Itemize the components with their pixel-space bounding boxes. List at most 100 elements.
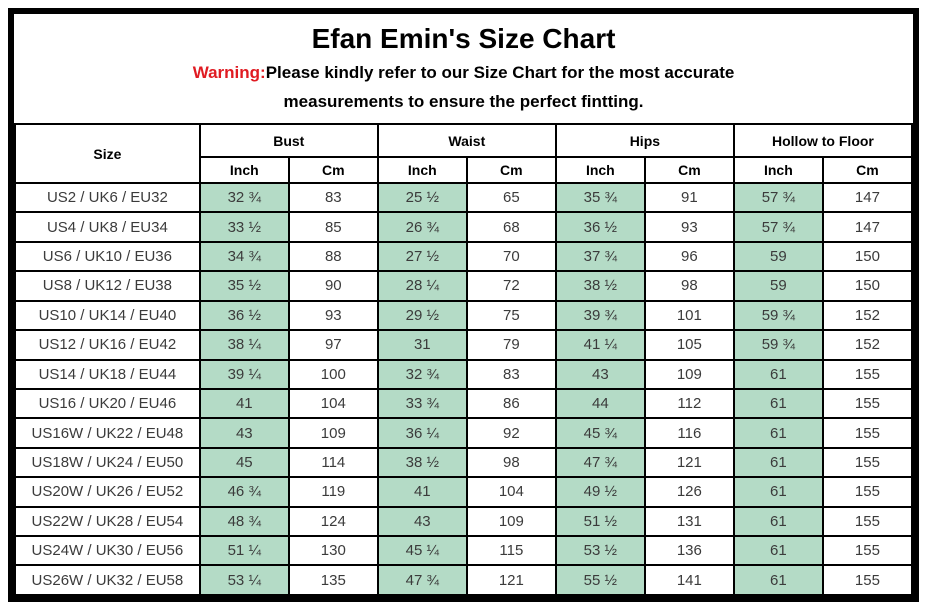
bust-inch-cell: 39 ¼	[198, 358, 290, 390]
bust-cm-cell: 88	[287, 240, 379, 273]
waist-cm-cell: 115	[465, 535, 557, 567]
hollow-inch-cell: 61	[732, 387, 824, 420]
waist-cm-cell: 70	[465, 240, 557, 273]
waist-cm-cell: 98	[465, 446, 557, 479]
unit-header-hips-cm: Cm	[643, 156, 735, 184]
bust-cm-cell: 85	[287, 211, 379, 243]
hollow-cm-cell: 155	[821, 358, 914, 390]
size-cell: US20W / UK26 / EU52	[14, 476, 201, 508]
bust-cm-cell: 124	[287, 505, 379, 538]
size-cell: US22W / UK28 / EU54	[14, 505, 201, 538]
unit-header-waist-inch: Inch	[376, 156, 468, 184]
hollow-cm-cell: 150	[821, 270, 914, 302]
hips-cm-cell: 93	[643, 211, 735, 243]
hollow-inch-cell: 59	[732, 240, 824, 273]
waist-inch-cell: 31	[376, 329, 468, 361]
bust-inch-cell: 36 ½	[198, 299, 290, 332]
bust-inch-cell: 48 ¾	[198, 505, 290, 538]
bust-cm-cell: 114	[287, 446, 379, 479]
hips-inch-cell: 38 ½	[554, 270, 646, 302]
size-cell: US2 / UK6 / EU32	[14, 181, 201, 214]
hips-cm-cell: 126	[643, 476, 735, 508]
hollow-cm-cell: 155	[821, 535, 914, 567]
hips-cm-cell: 136	[643, 535, 735, 567]
table-row: US16W / UK22 / EU48 43 109 36 ¼ 92 45 ¾ …	[14, 417, 914, 449]
waist-cm-cell: 79	[465, 329, 557, 361]
table-row: US12 / UK16 / EU42 38 ¼ 97 31 79 41 ¼ 10…	[14, 329, 914, 361]
size-cell: US14 / UK18 / EU44	[14, 358, 201, 390]
hips-inch-cell: 36 ½	[554, 211, 646, 243]
hips-inch-cell: 49 ½	[554, 476, 646, 508]
size-chart-table: Size Bust Waist Hips Hollow to Floor Inc…	[14, 123, 914, 596]
group-header-bust: Bust	[198, 123, 379, 158]
size-cell: US12 / UK16 / EU42	[14, 329, 201, 361]
table-row: US16 / UK20 / EU46 41 104 33 ¾ 86 44 112…	[14, 387, 914, 420]
hollow-cm-cell: 155	[821, 505, 914, 538]
bust-cm-cell: 104	[287, 387, 379, 420]
waist-cm-cell: 109	[465, 505, 557, 538]
waist-inch-cell: 28 ¼	[376, 270, 468, 302]
waist-cm-cell: 83	[465, 358, 557, 390]
bust-cm-cell: 90	[287, 270, 379, 302]
group-header-hips: Hips	[554, 123, 735, 158]
warning-label: Warning:	[192, 63, 266, 82]
size-cell: US26W / UK32 / EU58	[14, 564, 201, 596]
waist-cm-cell: 86	[465, 387, 557, 420]
waist-cm-cell: 75	[465, 299, 557, 332]
hips-inch-cell: 37 ¾	[554, 240, 646, 273]
waist-cm-cell: 72	[465, 270, 557, 302]
waist-inch-cell: 41	[376, 476, 468, 508]
bust-inch-cell: 38 ¼	[198, 329, 290, 361]
bust-cm-cell: 130	[287, 535, 379, 567]
unit-header-waist-cm: Cm	[465, 156, 557, 184]
waist-inch-cell: 25 ½	[376, 181, 468, 214]
hips-cm-cell: 98	[643, 270, 735, 302]
hips-inch-cell: 55 ½	[554, 564, 646, 596]
hips-cm-cell: 141	[643, 564, 735, 596]
hollow-inch-cell: 57 ¾	[732, 211, 824, 243]
waist-inch-cell: 27 ½	[376, 240, 468, 273]
hips-inch-cell: 39 ¾	[554, 299, 646, 332]
hollow-inch-cell: 61	[732, 358, 824, 390]
hollow-cm-cell: 152	[821, 299, 914, 332]
bust-cm-cell: 83	[287, 181, 379, 214]
waist-cm-cell: 68	[465, 211, 557, 243]
size-cell: US8 / UK12 / EU38	[14, 270, 201, 302]
hollow-inch-cell: 61	[732, 476, 824, 508]
group-header-waist: Waist	[376, 123, 557, 158]
bust-cm-cell: 135	[287, 564, 379, 596]
hollow-cm-cell: 155	[821, 564, 914, 596]
bust-cm-cell: 93	[287, 299, 379, 332]
table-row: US20W / UK26 / EU52 46 ¾ 119 41 104 49 ½…	[14, 476, 914, 508]
table-row: US18W / UK24 / EU50 45 114 38 ½ 98 47 ¾ …	[14, 446, 914, 479]
size-cell: US6 / UK10 / EU36	[14, 240, 201, 273]
hips-cm-cell: 105	[643, 329, 735, 361]
table-row: US6 / UK10 / EU36 34 ¾ 88 27 ½ 70 37 ¾ 9…	[14, 240, 914, 273]
unit-header-bust-inch: Inch	[198, 156, 290, 184]
table-row: US10 / UK14 / EU40 36 ½ 93 29 ½ 75 39 ¾ …	[14, 299, 914, 332]
hollow-inch-cell: 59 ¾	[732, 329, 824, 361]
hips-cm-cell: 96	[643, 240, 735, 273]
page-title: Efan Emin's Size Chart	[311, 23, 616, 54]
hips-cm-cell: 121	[643, 446, 735, 479]
waist-cm-cell: 121	[465, 564, 557, 596]
bust-inch-cell: 34 ¾	[198, 240, 290, 273]
waist-inch-cell: 26 ¾	[376, 211, 468, 243]
hollow-inch-cell: 61	[732, 535, 824, 567]
waist-inch-cell: 38 ½	[376, 446, 468, 479]
bust-inch-cell: 51 ¼	[198, 535, 290, 567]
waist-inch-cell: 47 ¾	[376, 564, 468, 596]
table-unit-header-row: Inch Cm Inch Cm Inch Cm Inch Cm	[15, 156, 914, 184]
hips-inch-cell: 47 ¾	[554, 446, 646, 479]
bust-inch-cell: 46 ¾	[198, 476, 290, 508]
waist-cm-cell: 65	[465, 181, 557, 214]
hips-inch-cell: 43	[554, 358, 646, 390]
table-row: US4 / UK8 / EU34 33 ½ 85 26 ¾ 68 36 ½ 93…	[14, 211, 914, 243]
table-row: US26W / UK32 / EU58 53 ¼ 135 47 ¾ 121 55…	[14, 564, 914, 596]
hips-inch-cell: 41 ¼	[554, 329, 646, 361]
waist-cm-cell: 104	[465, 476, 557, 508]
size-cell: US16 / UK20 / EU46	[14, 387, 201, 420]
bust-cm-cell: 100	[287, 358, 379, 390]
table-row: US8 / UK12 / EU38 35 ½ 90 28 ¼ 72 38 ½ 9…	[14, 270, 914, 302]
waist-inch-cell: 33 ¾	[376, 387, 468, 420]
